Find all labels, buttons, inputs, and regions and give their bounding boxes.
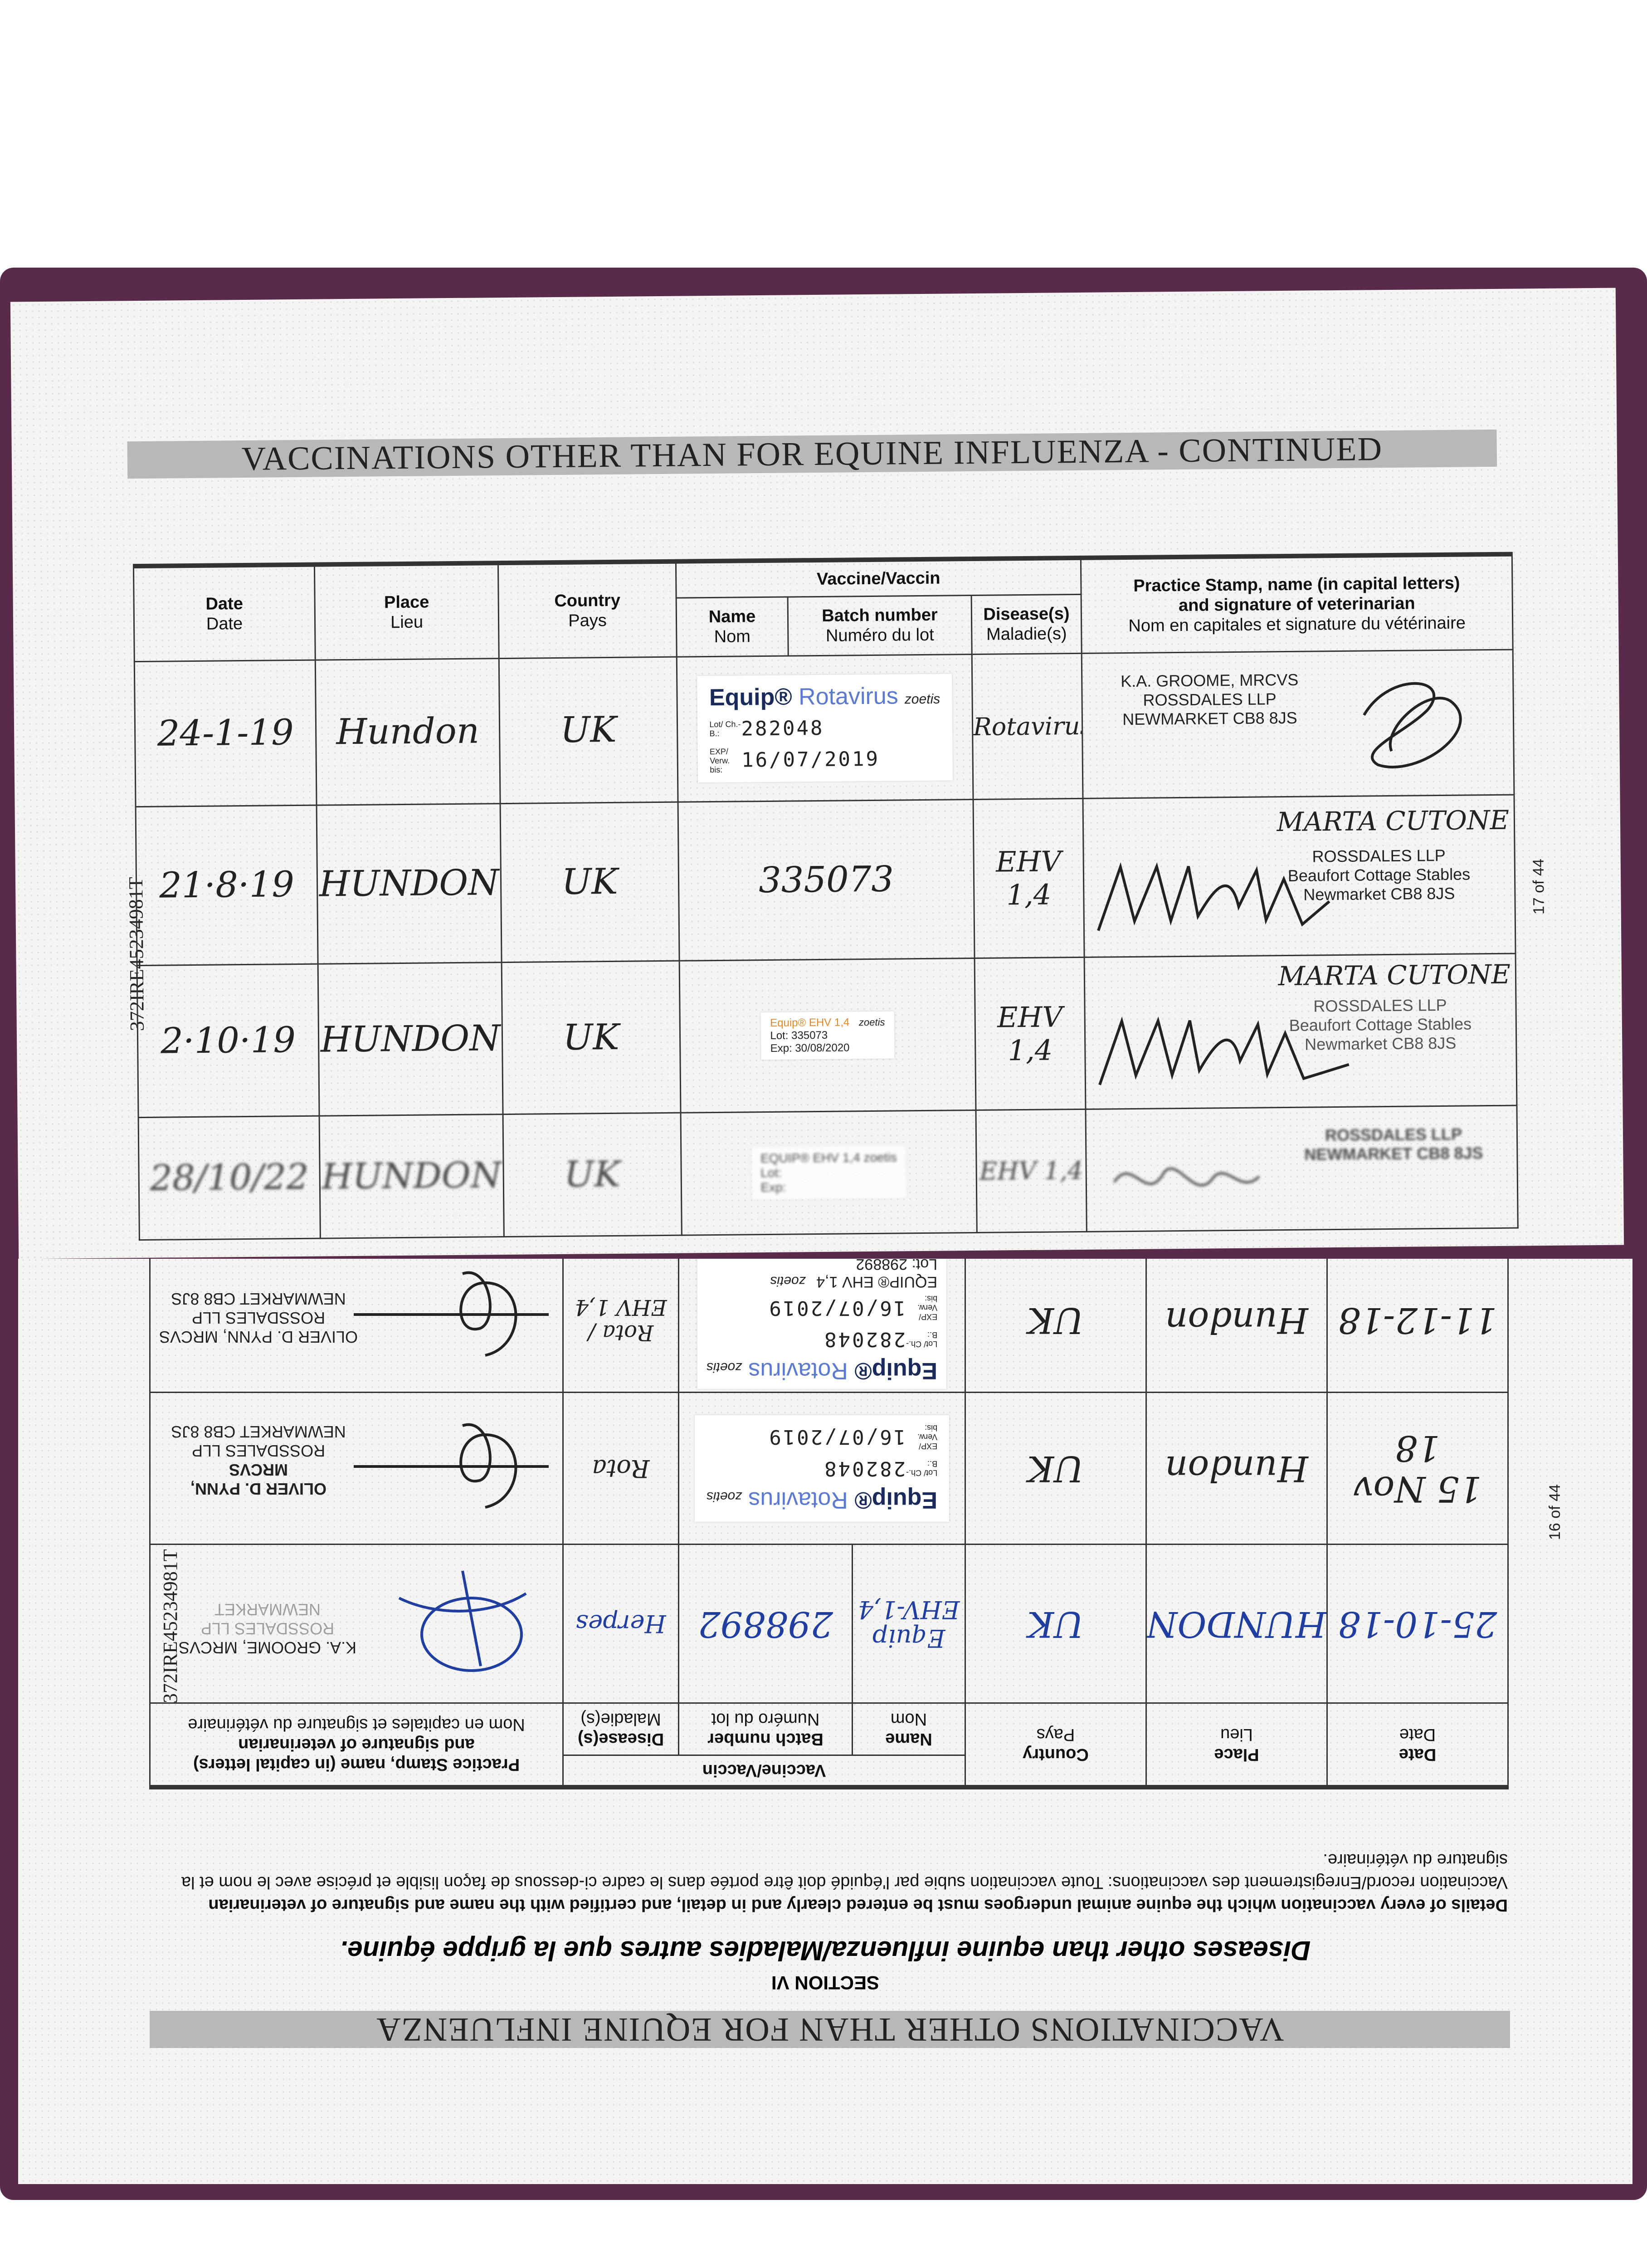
cell-disease: EHV 1,4 [975, 957, 1086, 1110]
cell-place: HUNDON [319, 1114, 504, 1238]
vaccine-label-sticker: EQUIP® EHV 1,4 zoetis Lot: Exp: [681, 1110, 977, 1235]
cell-place: HUNDON [317, 803, 502, 964]
cell-disease: Rotavirus [972, 653, 1083, 800]
cell-country: UK [502, 960, 681, 1114]
section-label: SECTION VI [771, 1972, 880, 1994]
cell-country: UK [965, 1545, 1146, 1703]
cell-date: 15 Nov 18 [1327, 1393, 1508, 1545]
cell-date: 25-10-18 [1327, 1545, 1508, 1703]
cell-date: 2·10·19 [137, 963, 320, 1118]
header-batch: Batch number Numéro du lot [678, 1703, 853, 1755]
vaccination-table: Date Date Place Lieu Country Pays Vaccine/V… [132, 552, 1519, 1241]
cell-country: UK [503, 1112, 682, 1237]
cell-country: UK [499, 656, 678, 804]
description: Details of every vaccination which the e… [181, 1850, 1508, 1915]
cell-date: 24-1-19 [134, 660, 317, 807]
cell-batch: 298892 [678, 1545, 853, 1703]
header-disease: Disease(s) Maladie(s) [563, 1703, 679, 1755]
cell-disease: Rota / EHV 1,4 [563, 1259, 679, 1393]
cell-stamp: OLIVER D. PYNN, MRCVS ROSSDALES LLP NEWMAR… [150, 1259, 563, 1393]
cell-stamp: MARTA CUTONE ROSSDALES LLP Beaufort Cotta… [1084, 953, 1517, 1109]
page-number: 16 of 44 [1546, 1484, 1564, 1540]
page-17: VACCINATIONS OTHER THAN FOR EQUINE INFLU… [10, 288, 1624, 1259]
header-place: Place Lieu [1146, 1703, 1327, 1787]
cell-disease: Rota [563, 1393, 679, 1545]
cell-disease: EHV 1,4 [973, 798, 1085, 958]
cell-batch: 335073 [678, 799, 975, 961]
cell-date: 21·8·19 [136, 805, 318, 966]
vaccine-label-sticker: Equip® Rotaviruszoetis Lot/ Ch.-B.:28204… [678, 1393, 965, 1545]
cell-disease: Herpes [563, 1545, 679, 1703]
vaccination-table: Date Date Place Lieu Country Pays Vaccine/V… [149, 1259, 1509, 1789]
header-country: Country Pays [498, 561, 677, 659]
cell-country: UK [500, 802, 680, 963]
cell-place: HUNDON [318, 962, 503, 1116]
table-row: 24-1-19 Hundon UK Equip® Rotavirus zoetis… [134, 649, 1514, 807]
header-vaccine: Vaccine/Vaccin [676, 557, 1082, 598]
header-date: Date Date [1327, 1703, 1508, 1787]
cell-disease: EHV 1,4 [975, 1109, 1087, 1232]
header-date: Date Date [133, 564, 316, 662]
header-name: Name Nom [676, 596, 789, 657]
vaccine-label-sticker: Equip® EHV 1,4 zoetis Lot: 335073 Exp: 3… [679, 958, 976, 1113]
signature-icon [398, 1570, 527, 1672]
header-stamp: Practice Stamp, name (in capital letters… [1081, 554, 1513, 653]
header-country: Country Pays [965, 1703, 1146, 1787]
cell-country: UK [965, 1259, 1146, 1393]
signature-icon [1098, 1016, 1350, 1085]
table-row: 25-10-18 HUNDON UK Equip EHV-1,4 298892 … [150, 1545, 1508, 1703]
cell-stamp: ROSSDALES LLP NEWMARKET CB8 8JS [1085, 1105, 1518, 1232]
header-name: Name Nom [852, 1703, 965, 1755]
cell-place: HUNDON [1146, 1545, 1327, 1703]
table-row: 11-12-18 Hundon UK Equip® Rotaviruszoeti… [150, 1259, 1508, 1393]
cell-stamp: MARTA CUTONE ROSSDALES LLP Beaufort Cotta… [1083, 794, 1516, 957]
table-row: 21·8·19 HUNDON UK 335073 EHV 1,4 MARTA C… [136, 794, 1516, 966]
cell-country: UK [965, 1393, 1146, 1545]
cell-date: 11-12-18 [1327, 1259, 1508, 1393]
signature-icon [354, 1423, 549, 1509]
cell-place: Hundon [1146, 1259, 1327, 1393]
section-subtitle: Diseases other than equine influenza/Mal… [340, 1936, 1311, 1966]
header-batch: Batch number Numéro du lot [788, 595, 972, 656]
cell-date: 28/10/22 [138, 1115, 321, 1240]
table-row: 28/10/22 HUNDON UK EQUIP® EHV 1,4 zoetis… [138, 1105, 1518, 1240]
page-title: VACCINATIONS OTHER THAN FOR EQUINE INFLU… [127, 429, 1497, 479]
table-row: 15 Nov 18 Hundon UK Equip® Rotaviruszoet… [150, 1393, 1508, 1545]
header-place: Place Lieu [314, 563, 499, 660]
cell-name: Equip EHV-1,4 [852, 1545, 965, 1703]
cell-stamp: OLIVER D. PYNN, MRCVS ROSSDALES LLP NEWMAR… [150, 1393, 563, 1545]
header-vaccine: Vaccine/Vaccin [563, 1755, 965, 1787]
cell-place: Hundon [315, 658, 501, 805]
cell-stamp: K.A. GROOME, MRCVS ROSSDALES LLP NEWMARKET… [1082, 649, 1514, 798]
header-stamp: Practice Stamp, name (in capital letters… [150, 1703, 563, 1787]
signature-icon [1113, 1167, 1260, 1187]
page-number: 17 of 44 [1530, 859, 1548, 915]
signature-icon [1363, 682, 1462, 768]
header-disease: Disease(s) Maladie(s) [971, 594, 1082, 655]
cell-stamp: K.A. GROOME, MRCVS ROSSDALES LLP NEWMARKET [150, 1545, 563, 1703]
signature-icon [354, 1271, 549, 1357]
signature-icon [1097, 862, 1330, 931]
table-row: 2·10·19 HUNDON UK Equip® EHV 1,4 zoetis … [137, 953, 1517, 1118]
vaccine-label-sticker: Equip® Rotaviruszoetis Lot/ Ch.-B.:28204… [678, 1259, 965, 1393]
page-16: VACCINATIONS OTHER THAN FOR EQUINE INFLU… [18, 1259, 1632, 2184]
page-title: VACCINATIONS OTHER THAN FOR EQUINE INFLU… [150, 2011, 1510, 2048]
cell-place: Hundon [1146, 1393, 1327, 1545]
